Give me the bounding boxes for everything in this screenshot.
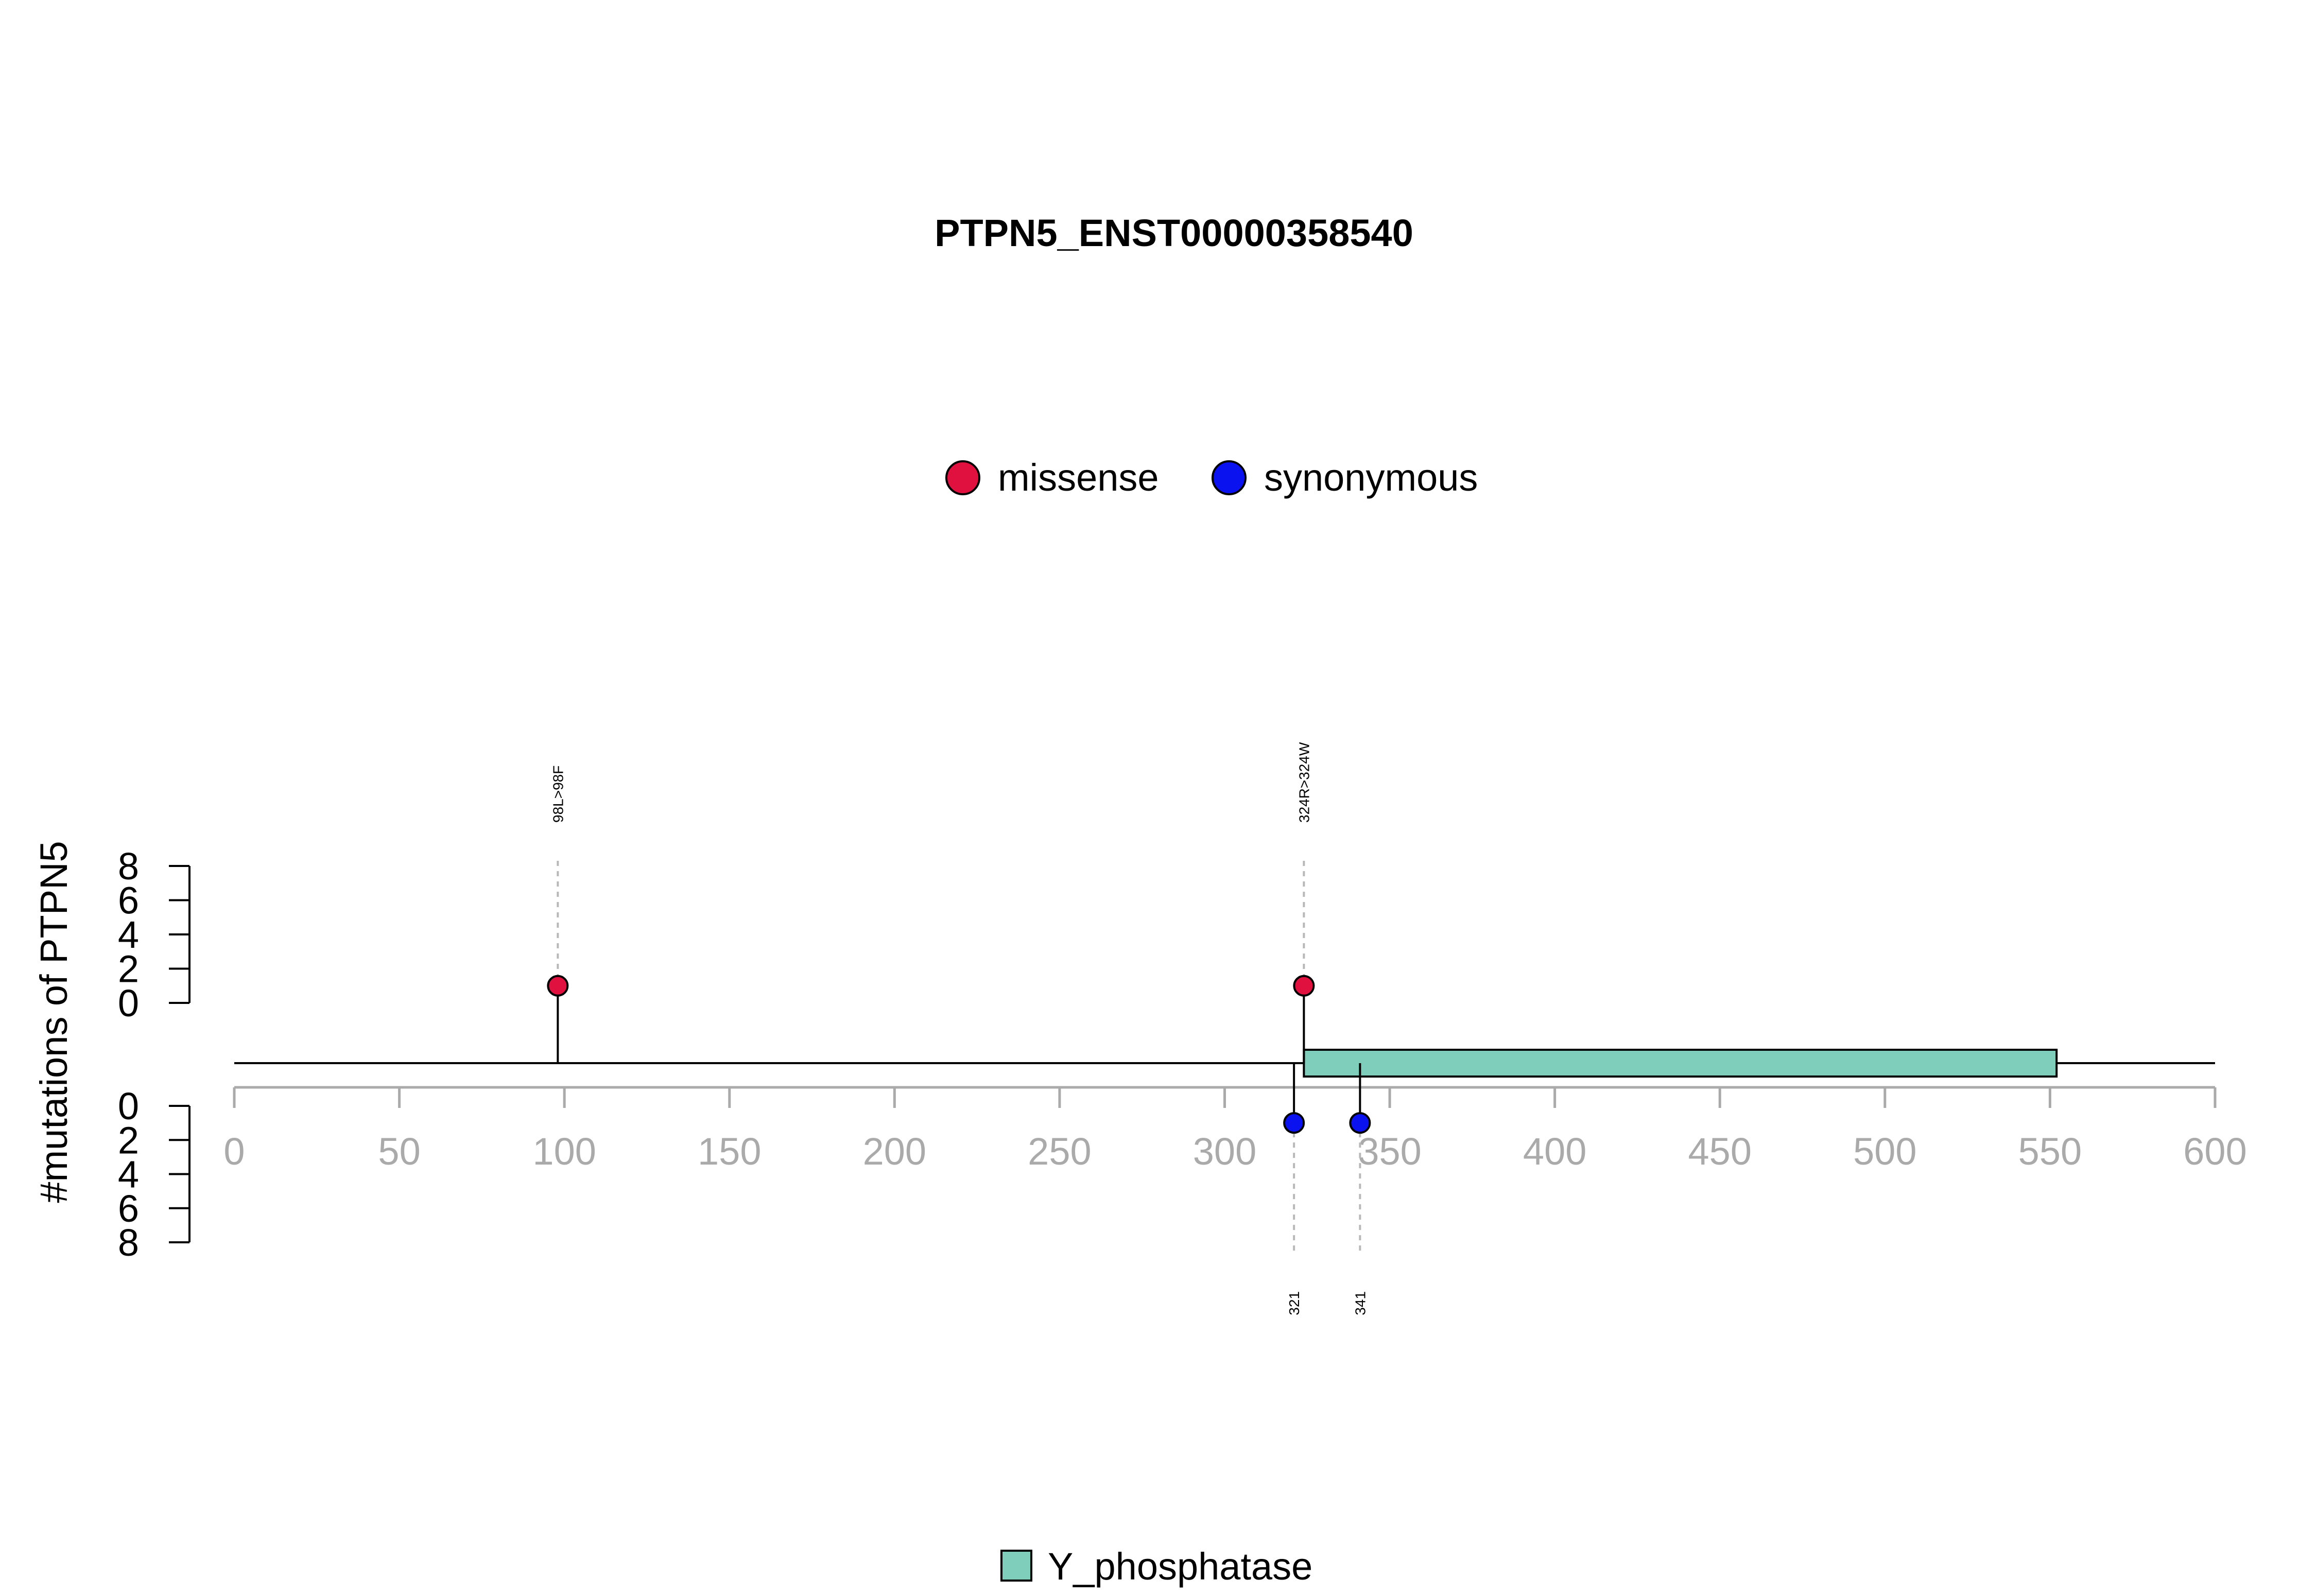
y-lower-tick-label-4: 4: [118, 1153, 139, 1196]
x-tick-label-0: 0: [223, 1130, 245, 1173]
x-axis: 0 50 100 150 200 250 300 350 400 450 500 550 600: [223, 1086, 2247, 1173]
x-tick-label-100: 100: [532, 1130, 596, 1173]
legend-top: missense synonymous: [945, 456, 1478, 499]
mutation-head-321: [1283, 1112, 1305, 1134]
x-tick-label-550: 550: [2018, 1130, 2082, 1173]
x-tick-label-350: 350: [1358, 1130, 1421, 1173]
legend-bottom: Y_phosphatase: [1000, 1545, 1312, 1588]
x-tick-label-150: 150: [698, 1130, 761, 1173]
y-upper-tick-label-4: 4: [118, 913, 139, 956]
mutation-label-321: 321: [1286, 1291, 1302, 1315]
y-upper-tick-label-6: 6: [118, 879, 139, 922]
x-tick-label-450: 450: [1688, 1130, 1752, 1173]
x-tick-label-250: 250: [1028, 1130, 1091, 1173]
mutation-label-324: 324R>324W: [1296, 742, 1312, 823]
y-lower-tick-label-8: 8: [118, 1221, 139, 1264]
x-tick-label-200: 200: [863, 1130, 926, 1173]
y-lower-tick-label-0: 0: [118, 1085, 139, 1127]
y-upper-tick-label-8: 8: [118, 845, 139, 888]
x-tick-label-50: 50: [378, 1130, 420, 1173]
x-tick-label-600: 600: [2183, 1130, 2246, 1173]
legend-swatch-Y_phosphatase: [1000, 1550, 1032, 1582]
x-tick-label-500: 500: [1853, 1130, 1916, 1173]
mutation-head-341: [1349, 1112, 1371, 1134]
y-axis-label: #mutations of PTPN5: [32, 841, 75, 1203]
y-upper-tick-label-0: 0: [118, 982, 139, 1025]
chart-title: PTPN5_ENST00000358540: [935, 212, 1413, 254]
domains: [1303, 1049, 2058, 1078]
mutation-head-324: [1293, 975, 1315, 997]
mutations: 98L>98F 324R>324W 321 341: [547, 742, 1371, 1315]
domain-Y_phosphatase: [1303, 1049, 2058, 1078]
legend-marker-missense: [945, 460, 980, 495]
x-tick-label-300: 300: [1193, 1130, 1256, 1173]
legend-label-Y_phosphatase: Y_phosphatase: [1048, 1545, 1312, 1588]
y-upper-tick-label-2: 2: [118, 948, 139, 991]
mutation-label-341: 341: [1352, 1291, 1368, 1315]
y-lower-tick-label-6: 6: [118, 1187, 139, 1230]
legend-label-synonymous: synonymous: [1264, 456, 1478, 499]
y-lower-tick-label-2: 2: [118, 1119, 139, 1161]
legend-marker-synonymous: [1212, 460, 1247, 495]
mutation-head-98: [547, 975, 569, 997]
legend-label-missense: missense: [998, 456, 1159, 499]
x-tick-label-400: 400: [1523, 1130, 1586, 1173]
mutation-label-98: 98L>98F: [550, 766, 566, 823]
